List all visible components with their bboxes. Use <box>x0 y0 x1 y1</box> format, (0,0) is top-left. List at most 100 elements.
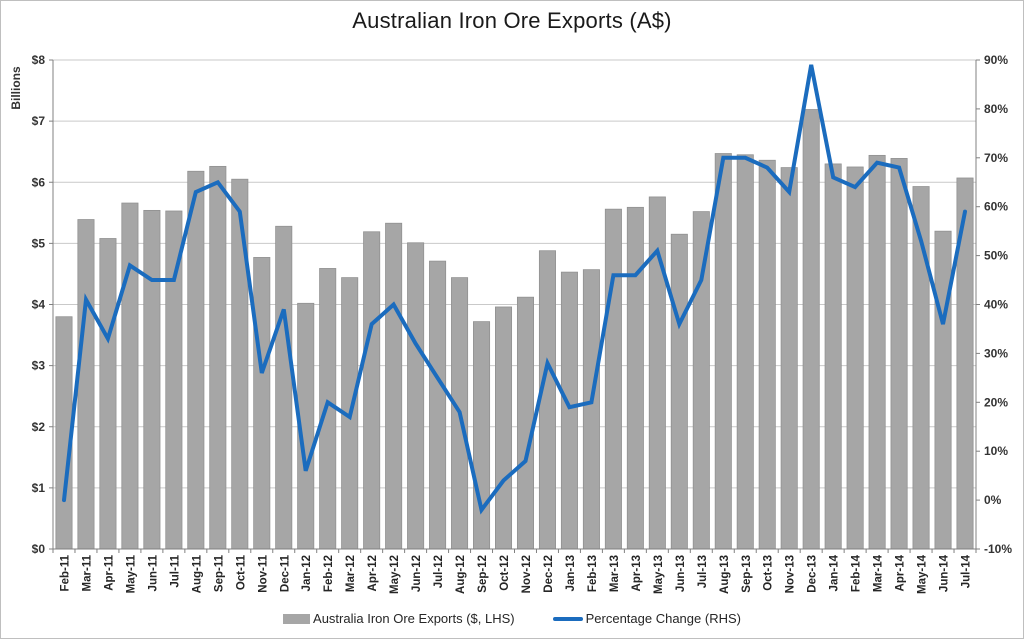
x-axis-label-May-12: May-12 <box>389 555 401 594</box>
x-axis-label-Oct-13: Oct-13 <box>763 555 775 591</box>
bar-Mar-11 <box>77 219 95 550</box>
right-axis-tick-label: 90% <box>984 53 1008 67</box>
bar-Oct-12 <box>495 306 513 550</box>
right-axis-tick-label: 60% <box>984 200 1008 214</box>
bar-Oct-13 <box>758 159 776 550</box>
x-axis-label-Apr-13: Apr-13 <box>631 555 643 591</box>
x-axis-label-Nov-11: Nov-11 <box>257 554 269 592</box>
right-axis-tick-label: 40% <box>984 298 1008 312</box>
bar-Mar-13 <box>604 208 622 550</box>
left-axis-tick-label: $8 <box>32 53 46 67</box>
line-series-swatch-icon <box>552 616 583 621</box>
left-axis-tick-label: $7 <box>32 114 46 128</box>
x-axis-label-Feb-12: Feb-12 <box>323 555 335 592</box>
left-axis-tick-label: $3 <box>32 359 46 373</box>
x-axis-label-Feb-14: Feb-14 <box>851 554 863 592</box>
x-axis-label-Mar-13: Mar-13 <box>609 555 621 592</box>
bar-Nov-11 <box>253 257 271 550</box>
x-axis-label-Feb-11: Feb-11 <box>59 554 71 591</box>
bar-Nov-13 <box>780 167 798 550</box>
bar-Jun-13 <box>670 233 688 550</box>
x-axis-label-Jul-13: Jul-13 <box>697 555 709 588</box>
x-axis-label-Sep-11: Sep-11 <box>213 554 225 592</box>
bar-Nov-12 <box>516 296 534 550</box>
x-axis-label-Jul-14: Jul-14 <box>961 554 973 588</box>
bar-Feb-14 <box>846 166 864 550</box>
bar-Dec-13 <box>802 109 820 550</box>
left-axis-tick-label: $1 <box>32 481 46 495</box>
bar-Dec-12 <box>538 250 556 550</box>
bar-Dec-11 <box>275 225 293 550</box>
percentage-change-line <box>62 64 967 515</box>
x-axis-label-Apr-12: Apr-12 <box>367 555 379 591</box>
x-axis-label-Mar-14: Mar-14 <box>873 554 885 592</box>
bar-Aug-11 <box>187 170 205 550</box>
x-axis-label-Dec-13: Dec-13 <box>807 555 819 593</box>
chart-title: Australian Iron Ore Exports (A$) <box>352 8 672 33</box>
bar-May-11 <box>121 202 139 550</box>
x-axis-label-Apr-14: Apr-14 <box>895 554 907 591</box>
right-axis-tick-label: 10% <box>984 444 1008 458</box>
x-axis-label-Sep-13: Sep-13 <box>741 555 753 593</box>
bar-series-swatch-icon <box>283 613 311 624</box>
bar-May-12 <box>385 222 403 550</box>
x-axis-label-Jan-14: Jan-14 <box>829 554 841 591</box>
bar-Jun-12 <box>407 242 425 550</box>
x-axis-label-Aug-11: Aug-11 <box>191 554 203 593</box>
bar-Sep-11 <box>209 165 227 550</box>
bar-Jul-13 <box>692 211 710 550</box>
x-axis-label-Oct-12: Oct-12 <box>499 555 511 591</box>
chart-legend: Australia Iron Ore Exports ($, LHS) Perc… <box>1 611 1023 626</box>
bar-Apr-11 <box>99 238 117 550</box>
x-axis-label-May-11: May-11 <box>125 554 137 593</box>
x-axis-label-Dec-11: Dec-11 <box>279 554 291 592</box>
x-axis-label-Oct-11: Oct-11 <box>235 554 247 590</box>
legend-item-bars: Australia Iron Ore Exports ($, LHS) <box>283 611 515 626</box>
right-axis-tick-label: 20% <box>984 395 1008 409</box>
bar-Jan-13 <box>560 271 578 550</box>
right-axis-tick-label: 0% <box>984 493 1002 507</box>
left-axis-tick-label: $2 <box>32 420 46 434</box>
x-axis-label-Jan-13: Jan-13 <box>565 555 577 591</box>
bar-Sep-13 <box>736 154 754 550</box>
x-axis-label-Jun-11: Jun-11 <box>147 554 159 591</box>
right-axis-tick-label: -10% <box>984 542 1012 556</box>
x-axis-label-Mar-12: Mar-12 <box>345 555 357 592</box>
x-axis-label-Jul-12: Jul-12 <box>433 555 445 588</box>
right-axis-tick-label: 80% <box>984 102 1008 116</box>
x-axis-label-May-14: May-14 <box>917 554 929 594</box>
x-axis-label-Jun-13: Jun-13 <box>675 555 687 592</box>
left-axis-tick-label: $0 <box>32 542 46 556</box>
right-axis-tick-label: 70% <box>984 151 1008 165</box>
x-axis-label-Jul-11: Jul-11 <box>169 554 181 587</box>
left-axis-tick-label: $4 <box>32 298 46 312</box>
x-axis-label-Nov-12: Nov-12 <box>521 555 533 593</box>
x-axis-label-Jan-12: Jan-12 <box>301 555 313 591</box>
x-axis-label-Sep-12: Sep-12 <box>477 555 489 593</box>
x-axis-label-Jun-12: Jun-12 <box>411 555 423 592</box>
bar-Jul-12 <box>429 260 447 550</box>
bar-Oct-11 <box>231 178 249 550</box>
bar-Aug-13 <box>714 153 732 550</box>
x-axis-label-Nov-13: Nov-13 <box>785 555 797 593</box>
left-axis-tick-label: $6 <box>32 175 46 189</box>
right-axis-tick-label: 30% <box>984 346 1008 360</box>
legend-item-line: Percentage Change (RHS) <box>552 611 741 626</box>
bar-Apr-13 <box>626 206 644 550</box>
legend-label-bars: Australia Iron Ore Exports ($, LHS) <box>313 611 515 626</box>
x-axis-label-Apr-11: Apr-11 <box>103 554 115 590</box>
x-axis-label-Jun-14: Jun-14 <box>939 554 951 592</box>
bar-Feb-13 <box>582 269 600 550</box>
left-axis-tick-label: $5 <box>32 236 46 250</box>
legend-label-line: Percentage Change (RHS) <box>585 611 741 626</box>
x-axis-label-May-13: May-13 <box>653 555 665 594</box>
bar-Sep-12 <box>473 321 491 550</box>
right-axis-tick-label: 50% <box>984 249 1008 263</box>
bar-Jun-11 <box>143 209 161 550</box>
bar-Jan-14 <box>824 163 842 550</box>
bar-Apr-12 <box>363 231 381 550</box>
bar-Apr-14 <box>890 158 908 550</box>
bar-Mar-14 <box>868 154 886 550</box>
